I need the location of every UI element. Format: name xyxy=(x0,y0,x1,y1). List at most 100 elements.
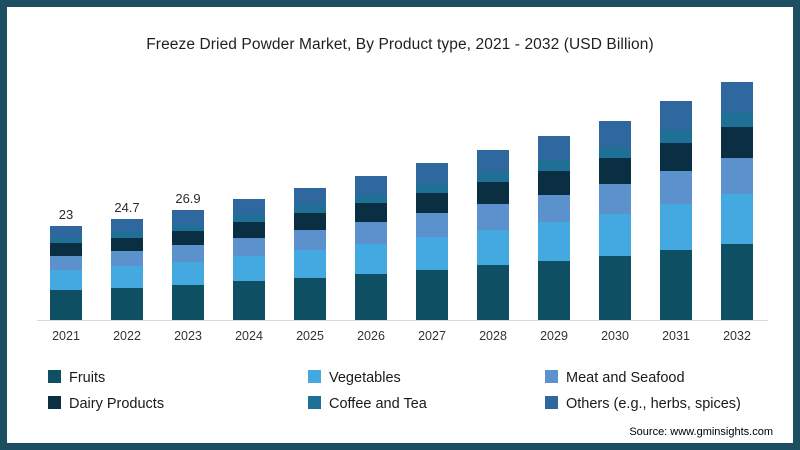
bar-segment xyxy=(355,274,387,320)
bar-segment xyxy=(721,127,753,159)
bar-2032 xyxy=(721,82,753,320)
bar-2028 xyxy=(477,149,509,320)
x-tick-label: 2026 xyxy=(357,329,385,343)
bar-segment xyxy=(355,203,387,223)
bar-segment xyxy=(477,182,509,205)
bar-2030 xyxy=(599,120,631,320)
bar-segment xyxy=(111,231,143,239)
legend-label: Vegetables xyxy=(329,370,401,386)
bar-segment xyxy=(599,184,631,215)
legend-item: Others (e.g., herbs, spices) xyxy=(545,396,741,412)
x-tick-label: 2025 xyxy=(296,329,324,343)
bar-segment xyxy=(416,213,448,237)
bar-segment xyxy=(721,193,753,244)
x-tick-label: 2024 xyxy=(235,329,263,343)
bar-value-label: 24.7 xyxy=(114,199,140,215)
bar-2027 xyxy=(416,163,448,320)
bar-segment xyxy=(50,225,82,238)
bar-segment xyxy=(538,194,570,223)
chart-title: Freeze Dried Powder Market, By Product t… xyxy=(146,36,654,53)
bar-segment xyxy=(355,176,387,195)
legend-swatch-icon xyxy=(308,396,321,409)
bar-segment xyxy=(599,256,631,320)
x-tick-label: 2031 xyxy=(662,329,690,343)
bar-value-label: 23 xyxy=(58,206,74,222)
bar-segment xyxy=(172,209,204,225)
bar-segment xyxy=(660,101,692,130)
bar-segment xyxy=(111,218,143,232)
bar-segment xyxy=(660,129,692,143)
x-tick-label: 2022 xyxy=(113,329,141,343)
bar-segment xyxy=(50,270,82,290)
legend-label: Others (e.g., herbs, spices) xyxy=(566,396,741,412)
bar-segment xyxy=(50,289,82,320)
bar-segment xyxy=(660,142,692,172)
bar-segment xyxy=(416,192,448,214)
bar-2022 xyxy=(111,218,143,320)
bar-segment xyxy=(477,204,509,230)
legend-item: Fruits xyxy=(48,370,105,386)
bar-segment xyxy=(477,149,509,173)
bar-segment xyxy=(538,171,570,195)
bar-segment xyxy=(111,266,143,288)
bar-2023 xyxy=(172,209,204,320)
bar-segment xyxy=(172,261,204,285)
bar-segment xyxy=(233,256,265,282)
source-attribution: Source: www.gminsights.com xyxy=(629,426,773,438)
bar-segment xyxy=(721,158,753,194)
legend-label: Dairy Products xyxy=(69,396,165,412)
bar-segment xyxy=(233,199,265,216)
x-tick-label: 2030 xyxy=(601,329,629,343)
bar-segment xyxy=(416,269,448,320)
bar-segment xyxy=(599,214,631,257)
legend-swatch-icon xyxy=(48,370,61,383)
bar-segment xyxy=(294,230,326,250)
bar-segment xyxy=(50,237,82,244)
bar-segment xyxy=(477,265,509,320)
bar-segment xyxy=(538,135,570,161)
bar-segment xyxy=(111,251,143,267)
legend-item: Meat and Seafood xyxy=(545,370,685,386)
bar-segment xyxy=(416,236,448,270)
bar-segment xyxy=(233,238,265,257)
bar-segment xyxy=(599,158,631,185)
bar-2031 xyxy=(660,101,692,320)
bar-segment xyxy=(294,277,326,320)
bar-segment xyxy=(233,281,265,320)
legend: Fruits Vegetables Meat and Seafood Dairy Pr… xyxy=(48,370,778,426)
legend-swatch-icon xyxy=(545,370,558,383)
bar-segment xyxy=(172,224,204,232)
legend-item: Dairy Products xyxy=(48,396,164,412)
bar-segment xyxy=(599,146,631,159)
bar-segment xyxy=(172,231,204,246)
bar-segment xyxy=(355,243,387,275)
bar-segment xyxy=(538,260,570,320)
bar-segment xyxy=(660,171,692,204)
legend-label: Meat and Seafood xyxy=(566,370,685,386)
x-tick-label: 2032 xyxy=(723,329,751,343)
legend-item: Vegetables xyxy=(308,370,401,386)
bar-segment xyxy=(294,205,326,214)
legend-swatch-icon xyxy=(308,370,321,383)
bar-segment xyxy=(721,82,753,113)
x-tick-label: 2027 xyxy=(418,329,446,343)
bar-segment xyxy=(111,238,143,252)
bar-segment xyxy=(355,222,387,244)
bar-segment xyxy=(111,287,143,320)
x-tick-label: 2021 xyxy=(52,329,80,343)
x-tick-label: 2028 xyxy=(479,329,507,343)
bar-segment xyxy=(599,120,631,147)
stacked-bar-plot: 23 2021 24.7 2022 26.9 2023 2024 2025 2026 2027 20… xyxy=(7,7,793,443)
bar-2029 xyxy=(538,135,570,320)
bar-segment xyxy=(50,255,82,270)
bar-segment xyxy=(294,213,326,231)
x-axis-baseline xyxy=(37,320,768,321)
legend-swatch-icon xyxy=(48,396,61,409)
legend-label: Fruits xyxy=(69,370,106,386)
bar-segment xyxy=(355,194,387,204)
x-tick-label: 2023 xyxy=(174,329,202,343)
bar-segment xyxy=(172,245,204,262)
legend-swatch-icon xyxy=(545,396,558,409)
bar-2024 xyxy=(233,199,265,320)
